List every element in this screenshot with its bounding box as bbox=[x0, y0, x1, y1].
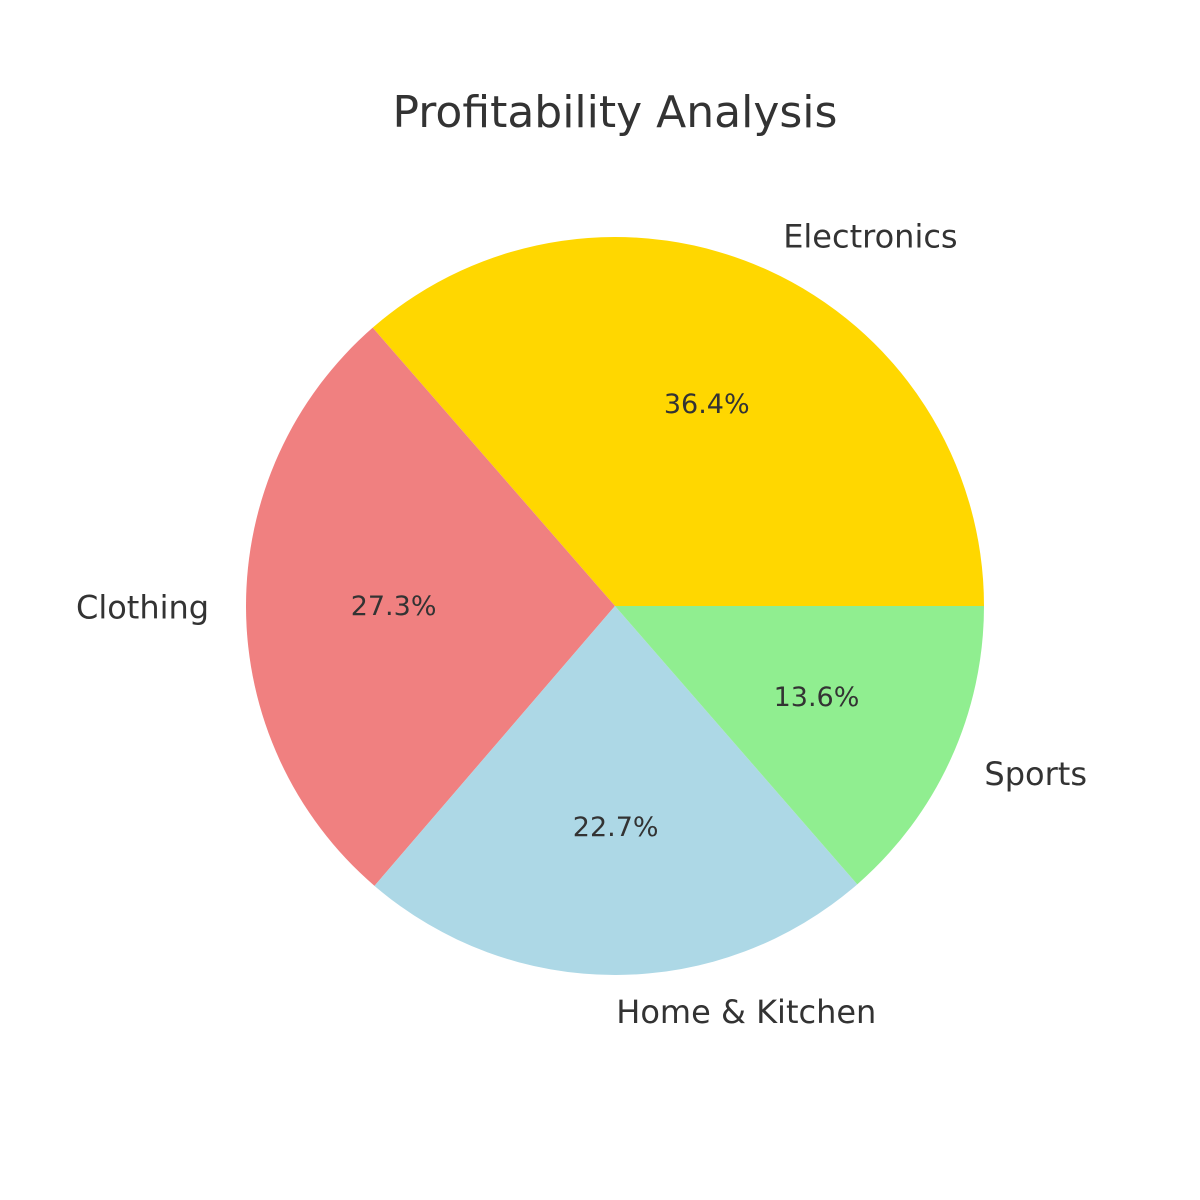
pie-slice-home-kitchen bbox=[374, 606, 858, 976]
pie-slice-clothing bbox=[246, 327, 615, 886]
slice-percent-electronics: 36.4% bbox=[664, 389, 750, 420]
slice-percent-sports: 13.6% bbox=[774, 682, 860, 713]
slice-percent-clothing: 27.3% bbox=[351, 591, 437, 622]
slice-label-electronics: Electronics bbox=[783, 218, 957, 256]
slice-label-clothing: Clothing bbox=[76, 588, 209, 626]
pie-slice-electronics bbox=[372, 236, 984, 606]
slice-label-sports: Sports bbox=[984, 755, 1087, 793]
pie-slices bbox=[246, 236, 984, 976]
pie-labels: Electronics 36.4% Clothing 27.3% Home & Kitc… bbox=[76, 218, 1087, 1031]
slice-percent-home-kitchen: 22.7% bbox=[573, 812, 659, 843]
chart-title: Profitability Analysis bbox=[393, 87, 838, 138]
slice-label-home-kitchen: Home & Kitchen bbox=[616, 993, 876, 1031]
pie-slice-sports bbox=[615, 606, 984, 885]
